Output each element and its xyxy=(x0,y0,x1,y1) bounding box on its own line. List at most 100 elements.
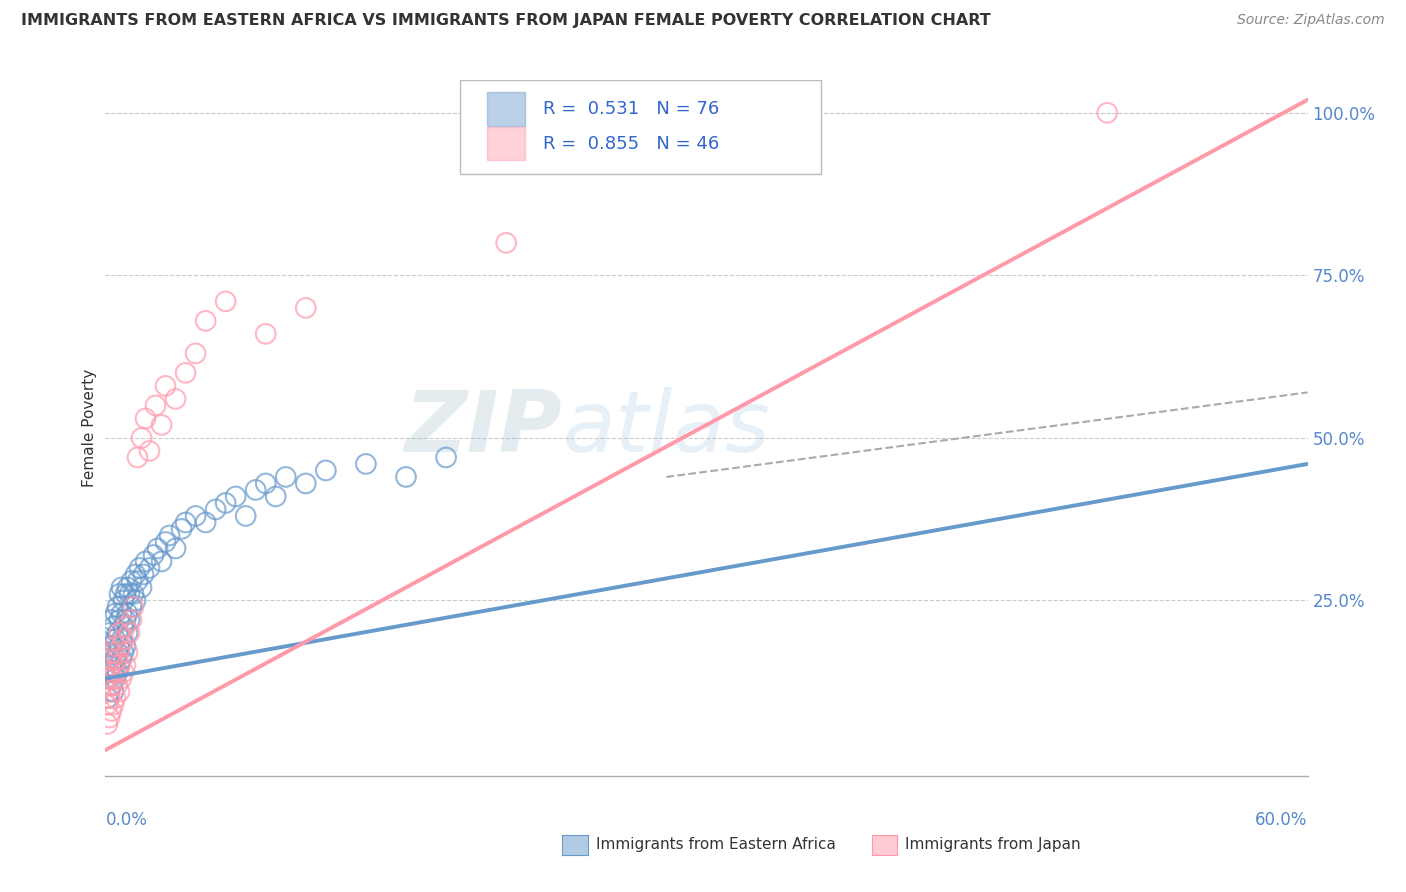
Point xyxy=(96,652,118,666)
FancyBboxPatch shape xyxy=(460,80,821,174)
Point xyxy=(98,665,121,679)
Point xyxy=(103,684,125,698)
Point xyxy=(184,508,207,523)
Point xyxy=(117,626,139,640)
Point xyxy=(146,541,169,556)
Point xyxy=(104,639,127,653)
Point xyxy=(225,490,247,504)
Point xyxy=(107,599,129,614)
Point xyxy=(315,463,337,477)
Point xyxy=(96,691,118,706)
Point xyxy=(495,235,517,250)
Text: Source: ZipAtlas.com: Source: ZipAtlas.com xyxy=(1237,13,1385,28)
Point xyxy=(107,652,129,666)
Point xyxy=(103,645,125,659)
Point xyxy=(245,483,267,497)
Text: R =  0.531   N = 76: R = 0.531 N = 76 xyxy=(543,100,720,118)
Point xyxy=(110,652,132,666)
Point xyxy=(184,346,207,360)
Point xyxy=(100,613,122,627)
Point xyxy=(108,587,131,601)
Point xyxy=(434,450,457,465)
Point xyxy=(264,490,287,504)
Point xyxy=(150,417,173,432)
Bar xyxy=(486,127,524,161)
Text: atlas: atlas xyxy=(562,386,770,470)
Point xyxy=(104,665,127,679)
Point xyxy=(98,691,121,706)
Point xyxy=(174,516,197,530)
Point xyxy=(112,619,135,633)
Point xyxy=(235,508,257,523)
Point xyxy=(274,470,297,484)
Point xyxy=(108,639,131,653)
Point xyxy=(100,658,122,673)
Point xyxy=(98,684,121,698)
Point xyxy=(1097,105,1119,120)
Point xyxy=(112,665,135,679)
Point xyxy=(103,665,125,679)
Point xyxy=(121,613,143,627)
Point xyxy=(110,672,132,686)
Point xyxy=(114,639,136,653)
Point xyxy=(107,626,129,640)
Point xyxy=(117,645,139,659)
Point xyxy=(104,672,127,686)
Point xyxy=(110,607,132,621)
Point xyxy=(104,607,127,621)
Point xyxy=(98,665,121,679)
Point xyxy=(107,645,129,659)
Point xyxy=(165,541,187,556)
Y-axis label: Female Poverty: Female Poverty xyxy=(82,369,97,487)
Point xyxy=(107,665,129,679)
Point xyxy=(112,632,135,647)
Point xyxy=(194,314,217,328)
Point xyxy=(104,691,127,706)
Point xyxy=(108,658,131,673)
Text: IMMIGRANTS FROM EASTERN AFRICA VS IMMIGRANTS FROM JAPAN FEMALE POVERTY CORRELATI: IMMIGRANTS FROM EASTERN AFRICA VS IMMIGR… xyxy=(21,13,991,29)
Point xyxy=(110,632,132,647)
Point xyxy=(98,645,121,659)
Point xyxy=(127,574,149,588)
Point xyxy=(112,645,135,659)
Point xyxy=(98,710,121,724)
Bar xyxy=(486,92,524,126)
Point xyxy=(103,645,125,659)
Point xyxy=(214,496,236,510)
Point xyxy=(118,613,141,627)
Text: ZIP: ZIP xyxy=(405,386,562,470)
Point xyxy=(98,626,121,640)
Point xyxy=(131,581,153,595)
Point xyxy=(165,392,187,406)
Text: Immigrants from Eastern Africa: Immigrants from Eastern Africa xyxy=(596,838,837,852)
Point xyxy=(96,717,118,731)
Point xyxy=(108,626,131,640)
Point xyxy=(108,658,131,673)
Point xyxy=(118,626,141,640)
Point xyxy=(127,450,149,465)
Point xyxy=(132,567,155,582)
Point xyxy=(194,516,217,530)
Point xyxy=(254,476,277,491)
Text: 0.0%: 0.0% xyxy=(105,811,148,829)
Point xyxy=(100,639,122,653)
Point xyxy=(108,684,131,698)
Point xyxy=(138,444,160,458)
Point xyxy=(155,535,177,549)
Point xyxy=(100,704,122,718)
Point xyxy=(295,301,318,315)
Text: Immigrants from Japan: Immigrants from Japan xyxy=(905,838,1081,852)
Point xyxy=(170,522,193,536)
Point xyxy=(254,326,277,341)
Text: R =  0.855   N = 46: R = 0.855 N = 46 xyxy=(543,135,720,153)
Point xyxy=(96,672,118,686)
Point xyxy=(110,639,132,653)
Point xyxy=(104,652,127,666)
Point xyxy=(103,619,125,633)
Point xyxy=(114,619,136,633)
Point xyxy=(110,581,132,595)
Text: 60.0%: 60.0% xyxy=(1256,811,1308,829)
Point xyxy=(118,587,141,601)
Point xyxy=(104,632,127,647)
Point xyxy=(100,678,122,692)
